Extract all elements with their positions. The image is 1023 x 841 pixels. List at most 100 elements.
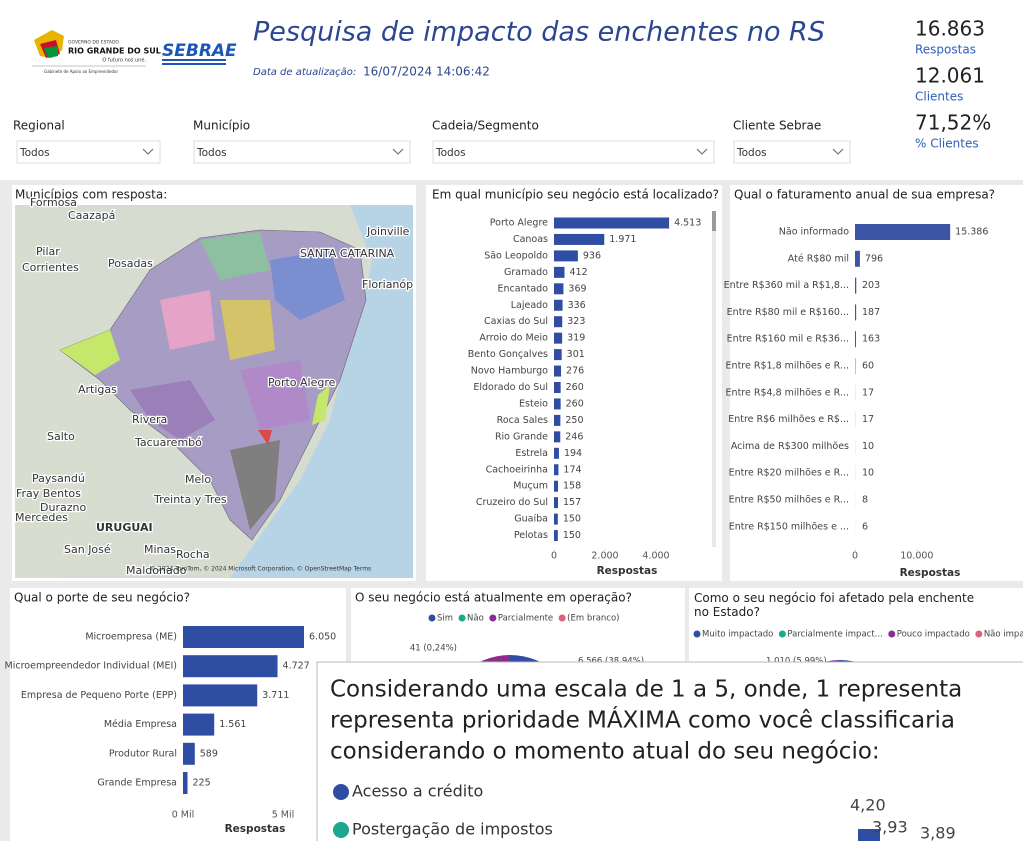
category-label: Grande Empresa <box>97 778 177 789</box>
popup-value: 4,20 <box>850 796 886 815</box>
update-value: 16/07/2024 14:06:42 <box>363 65 490 79</box>
bar <box>855 224 950 240</box>
category-label: Gramado <box>504 267 548 278</box>
category-label: Até R$80 mil <box>788 253 849 264</box>
category-label: Entre R$4,8 milhões e R... <box>726 387 849 398</box>
category-label: Microempresa (ME) <box>85 632 177 643</box>
legend-dot <box>489 615 496 622</box>
category-label: Caxias do Sul <box>484 316 548 327</box>
value-label: 323 <box>567 316 585 327</box>
value-label: 10 <box>862 468 874 479</box>
filter-value[interactable]: Todos <box>435 147 466 159</box>
map-label: Joinville <box>366 225 410 238</box>
category-label: Eldorado do Sul <box>473 382 548 393</box>
x-tick-label: 5 Mil <box>272 810 295 821</box>
kpi-value: 12.061 <box>915 64 985 88</box>
map-label: Corrientes <box>22 261 79 274</box>
value-label: 301 <box>567 349 585 360</box>
value-label: 163 <box>862 334 880 345</box>
value-label: 260 <box>566 398 584 409</box>
value-label: 158 <box>563 481 581 492</box>
value-label: 10 <box>862 441 874 452</box>
map-label: URUGUAI <box>96 521 153 534</box>
bar <box>183 743 195 765</box>
map-label: Rocha <box>176 548 210 561</box>
category-label: Entre R$160 mil e R$36... <box>727 334 849 345</box>
popup-text: Considerando uma escala de 1 a 5, onde, … <box>330 677 962 703</box>
sebrae-text: SEBRAE <box>162 41 237 61</box>
map-label: Minas <box>144 543 176 556</box>
legend-dot <box>429 615 436 622</box>
gov-line-4: Gabinete de Apoio ao Empreendedor <box>44 69 118 74</box>
x-tick-label: 2.000 <box>591 551 618 562</box>
map-label: San José <box>64 543 111 556</box>
kpi-label: Respostas <box>915 43 976 57</box>
dropdown-box[interactable] <box>433 141 714 163</box>
legend-label: Não impactado <box>984 630 1023 640</box>
bar <box>554 464 558 475</box>
bar <box>554 333 562 344</box>
kpi-value: 16.863 <box>915 17 985 41</box>
filter-label: Município <box>193 119 250 133</box>
bar <box>554 250 578 261</box>
value-label: 276 <box>566 366 584 377</box>
value-label: 936 <box>583 250 601 261</box>
value-label: 174 <box>563 464 581 475</box>
bar <box>855 251 860 267</box>
bar <box>554 283 563 294</box>
kpi-label: Clientes <box>915 90 963 104</box>
bar <box>183 684 257 706</box>
map-attribution: © 2024 TomTom, © 2024 Microsoft Corporat… <box>150 566 371 573</box>
value-label: 589 <box>200 748 218 759</box>
x-tick-label: 10.000 <box>900 551 933 562</box>
category-label: Produtor Rural <box>109 748 177 759</box>
legend-label: Acesso a crédito <box>352 782 483 801</box>
kpi-value: 71,52% <box>915 111 991 135</box>
category-label: Roca Sales <box>497 415 548 426</box>
value-label: 8 <box>862 495 868 506</box>
filter-value[interactable]: Todos <box>736 147 767 159</box>
bar <box>554 366 561 377</box>
value-label: 1.971 <box>609 234 636 245</box>
bar <box>554 448 559 459</box>
map-label: Porto Alegre <box>268 376 336 389</box>
popup-text: considerando o momento atual do seu negó… <box>330 739 880 765</box>
value-label: 15.386 <box>955 227 988 238</box>
value-label: 369 <box>568 283 586 294</box>
chart-title: O seu negócio está atualmente em operaçã… <box>355 591 632 605</box>
legend-label: (Em branco) <box>567 614 619 624</box>
filter-dropdown[interactable]: Todos <box>194 141 410 163</box>
chart-panel <box>10 588 346 841</box>
category-label: Cruzeiro do Sul <box>476 497 548 508</box>
value-label: 250 <box>565 415 583 426</box>
value-label: 225 <box>193 778 211 789</box>
scrollbar-thumb[interactable] <box>712 211 716 231</box>
filter-label: Cadeia/Segmento <box>432 119 539 133</box>
page-title: Pesquisa de impacto das enchentes no RS <box>253 17 825 48</box>
bar <box>554 398 561 409</box>
category-label: Estrela <box>515 448 548 459</box>
filter-value[interactable]: Todos <box>196 147 227 159</box>
filter-dropdown[interactable]: Todos <box>17 141 160 163</box>
category-label: Cachoeirinha <box>486 464 548 475</box>
category-label: Encantado <box>498 283 549 294</box>
value-label: 4.513 <box>674 218 701 229</box>
map-label: Salto <box>47 430 75 443</box>
map-label: Tacuarembó <box>134 436 202 449</box>
legend-dot <box>559 615 566 622</box>
filter-dropdown[interactable]: Todos <box>433 141 714 163</box>
map-label: Mercedes <box>15 511 68 524</box>
bar <box>554 234 604 245</box>
category-label: Porto Alegre <box>490 218 548 229</box>
bar <box>183 772 188 794</box>
filter-dropdown[interactable]: Todos <box>734 141 850 163</box>
value-label: 319 <box>567 333 585 344</box>
category-label: Rio Grande <box>495 431 548 442</box>
gov-line-3: O futuro nos une. <box>102 58 146 64</box>
value-label: 187 <box>862 307 880 318</box>
chart-title: Qual o porte de seu negócio? <box>14 591 190 605</box>
filter-value[interactable]: Todos <box>19 147 50 159</box>
dashboard: GOVERNO DO ESTADO RIO GRANDE DO SUL O fu… <box>0 0 1023 841</box>
bar <box>554 300 563 311</box>
category-label: Esteio <box>519 398 548 409</box>
